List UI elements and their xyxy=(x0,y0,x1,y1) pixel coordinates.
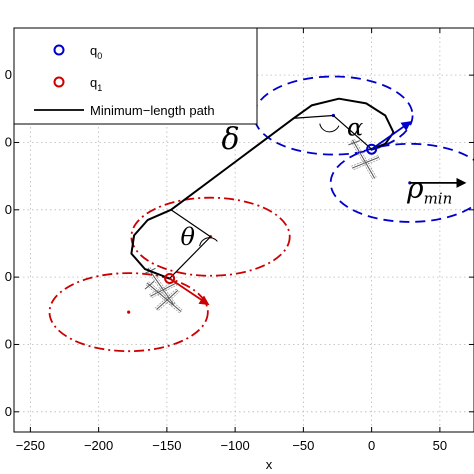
annotation-label: α xyxy=(347,114,363,142)
y-tick-label: 0 xyxy=(5,404,12,419)
radius-line xyxy=(170,209,211,238)
y-tick-label: 0 xyxy=(5,67,12,82)
x-tick-label: 0 xyxy=(368,438,375,453)
heading-arrow xyxy=(169,277,210,306)
radius-line xyxy=(169,236,211,279)
radius-line xyxy=(333,115,373,150)
plane-detail xyxy=(146,266,178,307)
turning-circle xyxy=(130,196,291,277)
annotation-subscript: min xyxy=(424,190,453,208)
y-tick-label: 0 xyxy=(5,202,12,217)
y-tick-label: 0 xyxy=(5,269,12,284)
legend-box xyxy=(13,27,258,125)
legend-subscript: 0 xyxy=(97,51,102,61)
theta-arc xyxy=(199,237,218,247)
q1-marker xyxy=(164,272,176,284)
minimum-length-path xyxy=(130,97,395,280)
annotation-label: θ xyxy=(181,223,196,251)
plot-area: δ α θ ρmin xyxy=(48,75,474,353)
legend-marker-1 xyxy=(53,76,65,88)
axes: −250 −200 −150 −100 −50 0 50 0 0 0 0 0 0 xyxy=(5,28,474,453)
x-axis-label: x xyxy=(266,457,273,472)
alpha-arc xyxy=(319,123,340,133)
y-tick-label: 0 xyxy=(5,134,12,149)
radius-line xyxy=(293,114,334,119)
turning-circle xyxy=(48,272,209,353)
plane-detail xyxy=(350,138,381,180)
legend-subscript: 1 xyxy=(97,83,102,93)
circle-center-dot xyxy=(127,310,131,314)
heading-arrow xyxy=(371,121,412,150)
plane-outline xyxy=(144,280,182,312)
aircraft-ghost-icon xyxy=(144,280,183,314)
annotation-label: ρmin xyxy=(406,172,452,208)
x-tick-label: −150 xyxy=(152,438,181,453)
annotation-label: δ xyxy=(221,122,239,157)
x-tick-label: 50 xyxy=(433,438,447,453)
x-tick-label: −200 xyxy=(84,438,113,453)
aircraft-goal-icon xyxy=(348,138,381,180)
legend-label-2: Minimum−length path xyxy=(90,103,215,118)
x-tick-label: −100 xyxy=(220,438,249,453)
q0-marker xyxy=(366,143,378,155)
legend-marker-0 xyxy=(53,44,65,56)
x-tick-label: −50 xyxy=(292,438,314,453)
x-tick-label: −250 xyxy=(16,438,45,453)
plane-outline xyxy=(348,139,379,179)
y-tick-label: 0 xyxy=(5,336,12,351)
